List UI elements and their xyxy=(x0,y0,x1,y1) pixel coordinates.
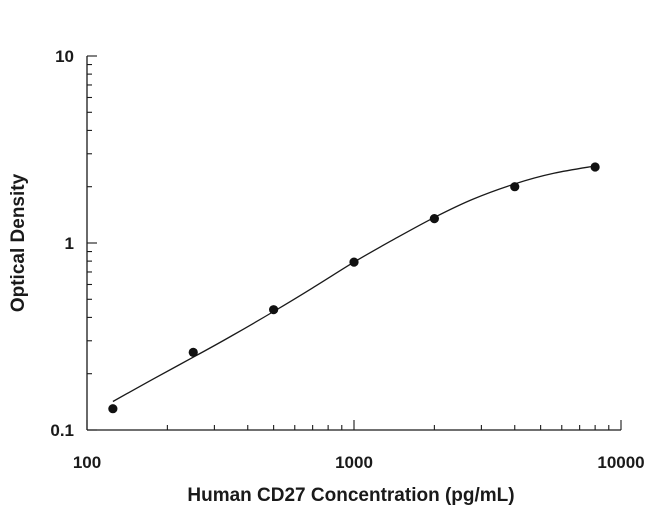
x-tick-label: 10000 xyxy=(597,453,644,472)
data-point xyxy=(269,305,279,315)
data-point xyxy=(510,182,520,192)
y-tick-label: 10 xyxy=(55,47,74,66)
data-point xyxy=(108,404,118,414)
x-axis-title: Human CD27 Concentration (pg/mL) xyxy=(187,485,514,506)
data-point xyxy=(349,257,359,267)
y-tick-label: 0.1 xyxy=(50,421,74,440)
fit-curve xyxy=(112,165,596,403)
y-tick-label: 1 xyxy=(65,234,74,253)
data-points xyxy=(108,162,600,414)
data-point xyxy=(429,214,439,224)
minor-ticks xyxy=(87,64,610,430)
x-tick-label: 100 xyxy=(73,453,101,472)
major-ticks xyxy=(86,55,622,431)
tick-labels: 100 1000 10000 0.1 1 10 xyxy=(50,47,644,472)
x-tick-label: 1000 xyxy=(335,453,373,472)
data-point xyxy=(188,347,198,357)
y-axis-title: Optical Density xyxy=(8,173,29,312)
data-point xyxy=(590,162,600,172)
